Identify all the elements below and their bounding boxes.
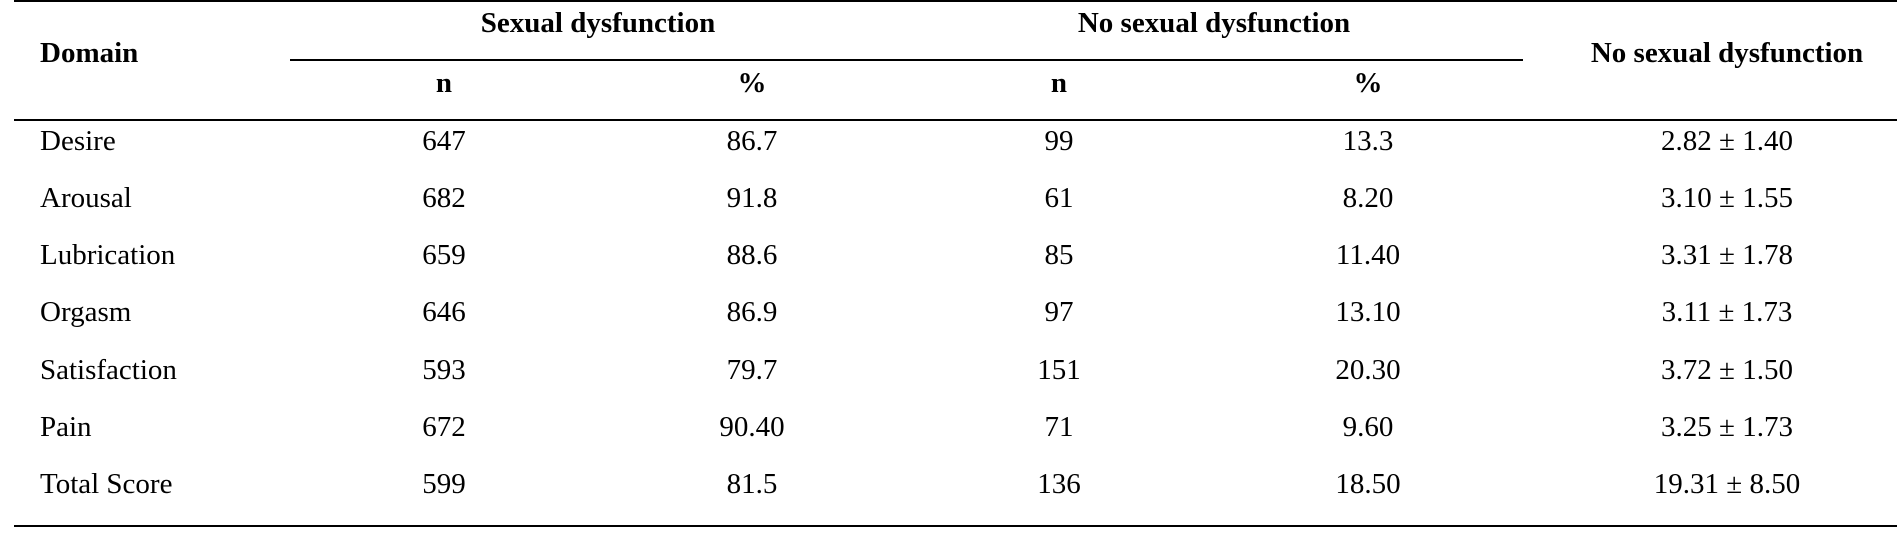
group2-underline — [905, 59, 1523, 61]
header-pct-1: % — [737, 67, 767, 99]
row-pct-no-sexual-dysfunction: 8.20 — [1342, 182, 1394, 214]
row-score: 3.11 ± 1.73 — [1661, 296, 1793, 328]
header-pct-2: % — [1353, 67, 1383, 99]
row-n-no-sexual-dysfunction: 61 — [1044, 182, 1074, 214]
row-domain: Lubrication — [40, 239, 176, 271]
row-pct-no-sexual-dysfunction: 13.3 — [1342, 125, 1394, 157]
row-score: 3.31 ± 1.78 — [1661, 239, 1793, 271]
row-pct-sexual-dysfunction: 81.5 — [726, 468, 778, 500]
row-score: 3.10 ± 1.55 — [1661, 182, 1793, 214]
row-n-no-sexual-dysfunction: 99 — [1044, 125, 1074, 157]
table-bottom-rule — [14, 525, 1897, 527]
row-n-no-sexual-dysfunction: 85 — [1044, 239, 1074, 271]
row-pct-no-sexual-dysfunction: 18.50 — [1335, 468, 1401, 500]
row-domain: Arousal — [40, 182, 132, 214]
row-pct-no-sexual-dysfunction: 13.10 — [1335, 296, 1401, 328]
header-domain: Domain — [40, 37, 139, 69]
row-domain: Pain — [40, 411, 92, 443]
row-n-sexual-dysfunction: 646 — [422, 296, 466, 328]
header-group-no-sexual-dysfunction: No sexual dysfunction — [1077, 7, 1351, 39]
row-pct-sexual-dysfunction: 86.9 — [726, 296, 778, 328]
row-n-sexual-dysfunction: 647 — [422, 125, 466, 157]
table-top-rule — [14, 0, 1897, 2]
row-pct-sexual-dysfunction: 88.6 — [726, 239, 778, 271]
row-n-no-sexual-dysfunction: 136 — [1037, 468, 1081, 500]
group1-underline — [290, 59, 905, 61]
row-n-sexual-dysfunction: 659 — [422, 239, 466, 271]
row-n-sexual-dysfunction: 599 — [422, 468, 466, 500]
row-n-sexual-dysfunction: 672 — [422, 411, 466, 443]
header-n-1: n — [435, 67, 453, 99]
row-pct-no-sexual-dysfunction: 20.30 — [1335, 354, 1401, 386]
header-bottom-rule — [14, 119, 1897, 121]
header-score: No sexual dysfunction — [1590, 37, 1864, 69]
row-n-no-sexual-dysfunction: 97 — [1044, 296, 1074, 328]
row-pct-sexual-dysfunction: 79.7 — [726, 354, 778, 386]
row-score: 3.25 ± 1.73 — [1661, 411, 1793, 443]
row-score: 3.72 ± 1.50 — [1661, 354, 1793, 386]
row-domain: Orgasm — [40, 296, 132, 328]
row-domain: Satisfaction — [40, 354, 177, 386]
row-pct-no-sexual-dysfunction: 11.40 — [1335, 239, 1401, 271]
row-pct-sexual-dysfunction: 90.40 — [719, 411, 785, 443]
header-group-sexual-dysfunction: Sexual dysfunction — [480, 7, 716, 39]
row-pct-sexual-dysfunction: 91.8 — [726, 182, 778, 214]
header-n-2: n — [1050, 67, 1068, 99]
row-domain: Total Score — [40, 468, 173, 500]
row-n-no-sexual-dysfunction: 151 — [1037, 354, 1081, 386]
row-n-sexual-dysfunction: 593 — [422, 354, 466, 386]
row-n-no-sexual-dysfunction: 71 — [1044, 411, 1074, 443]
row-pct-no-sexual-dysfunction: 9.60 — [1342, 411, 1394, 443]
row-domain: Desire — [40, 125, 116, 157]
row-score: 19.31 ± 8.50 — [1653, 468, 1801, 500]
row-pct-sexual-dysfunction: 86.7 — [726, 125, 778, 157]
row-n-sexual-dysfunction: 682 — [422, 182, 466, 214]
row-score: 2.82 ± 1.40 — [1661, 125, 1793, 157]
